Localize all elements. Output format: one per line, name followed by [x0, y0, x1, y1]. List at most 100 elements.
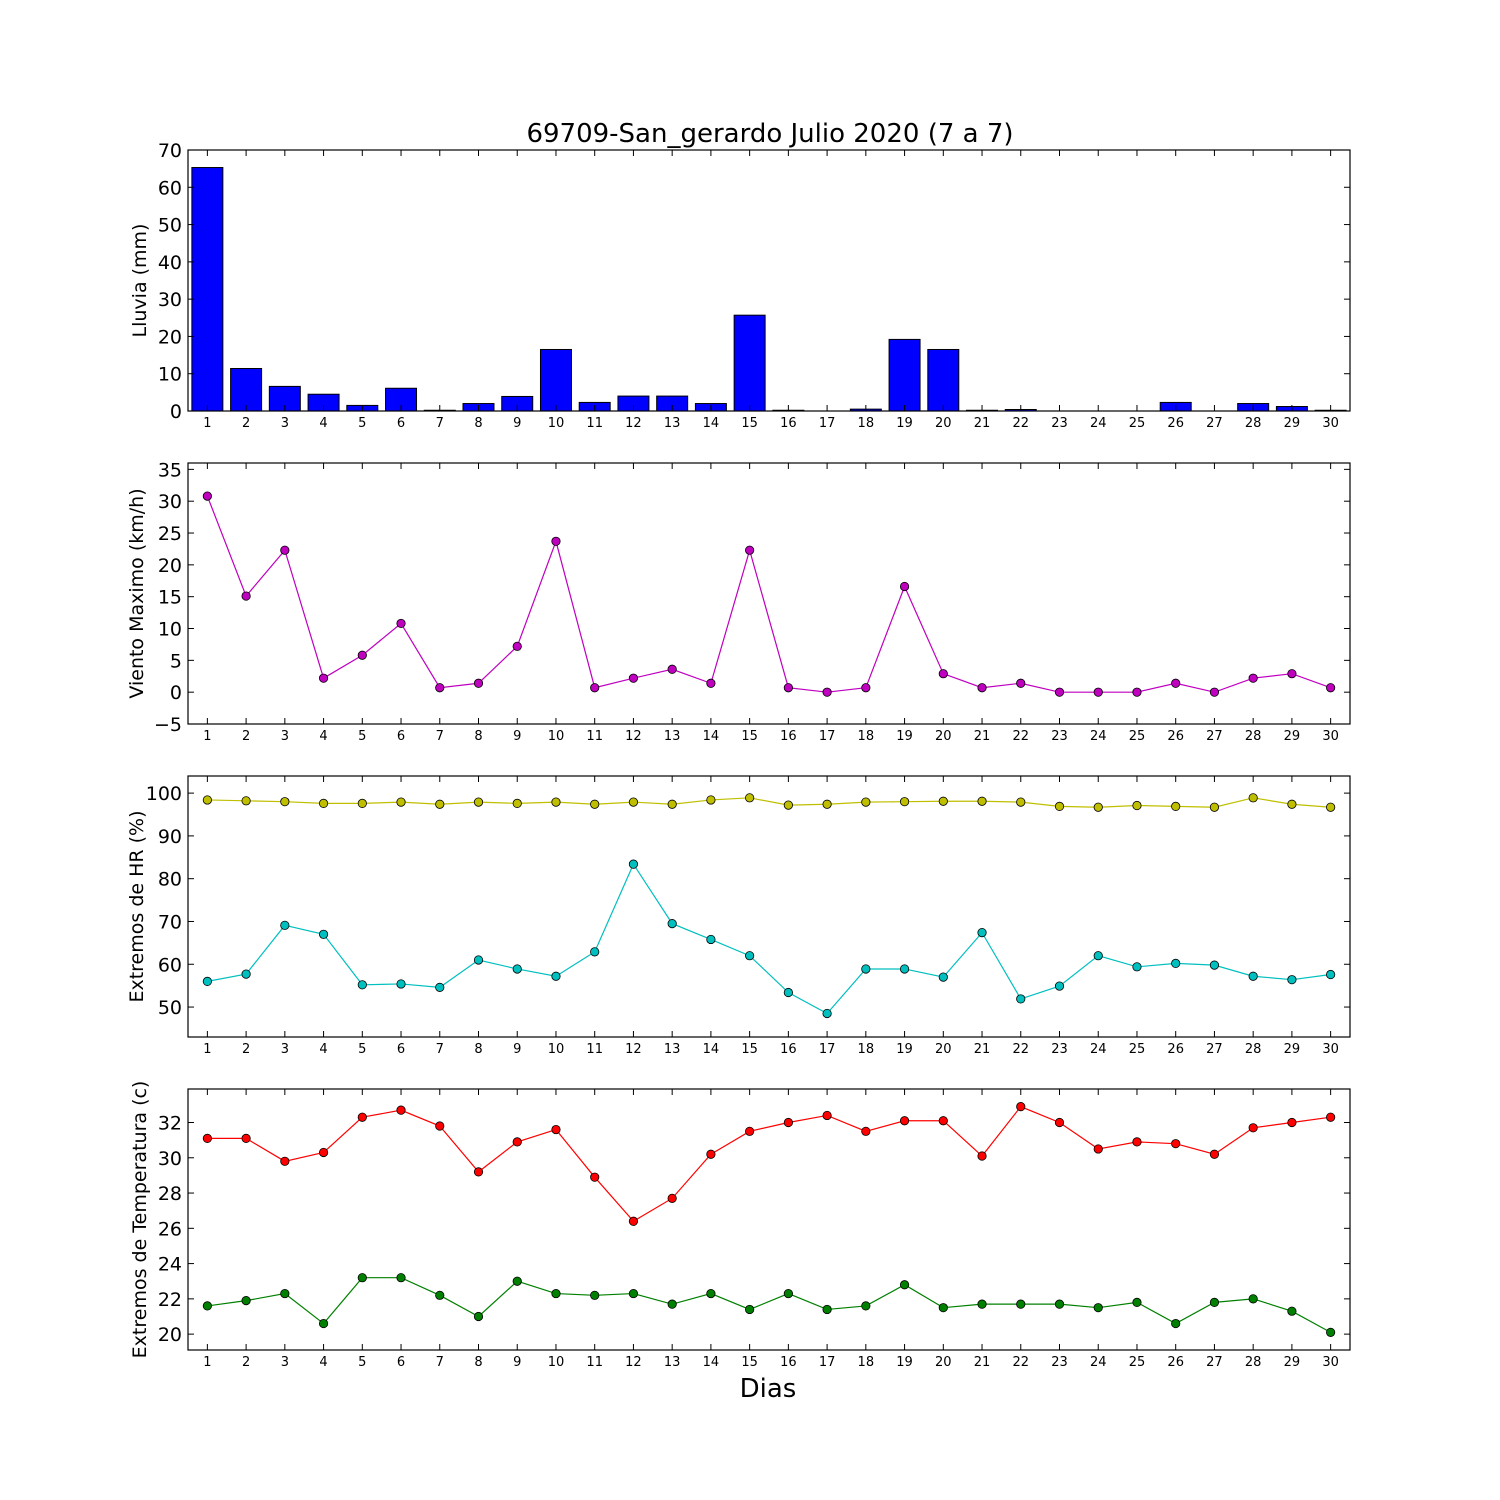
point-temp-1-3 — [280, 1288, 290, 1299]
point-hr-1-28 — [1248, 971, 1258, 981]
xtick-label-lluvia: 19 — [896, 416, 913, 431]
series-line-hr-1 — [207, 862, 1331, 1015]
point-viento-0-15 — [745, 545, 755, 555]
point-hr-1-19 — [899, 964, 910, 974]
point-temp-0-30 — [1326, 1112, 1336, 1122]
point-temp-0-15 — [745, 1126, 755, 1136]
point-hr-1-13 — [667, 919, 677, 929]
point-temp-0-11 — [590, 1172, 600, 1182]
xtick-label-temp: 20 — [935, 1355, 952, 1370]
xtick-label-lluvia: 14 — [703, 416, 720, 431]
point-temp-1-13 — [667, 1299, 677, 1309]
xtick-label-hr: 17 — [819, 1042, 836, 1057]
xtick-label-temp: 22 — [1012, 1355, 1029, 1370]
point-hr-0-27 — [1209, 802, 1220, 812]
point-hr-0-25 — [1132, 800, 1142, 811]
point-temp-0-23 — [1054, 1117, 1065, 1128]
point-temp-0-24 — [1093, 1144, 1103, 1154]
xtick-label-viento: 10 — [548, 729, 565, 744]
xtick-label-lluvia: 30 — [1322, 416, 1339, 431]
xtick-label-temp: 17 — [819, 1355, 836, 1370]
point-hr-0-18 — [861, 797, 871, 807]
y-axis-label-viento: Viento Maximo (km/h) — [126, 488, 148, 698]
point-viento-0-3 — [280, 545, 290, 555]
point-viento-0-18 — [861, 683, 871, 693]
xtick-label-viento: 21 — [974, 729, 991, 744]
xtick-label-viento: 6 — [397, 729, 405, 744]
point-temp-0-12 — [628, 1216, 639, 1226]
xtick-label-temp: 9 — [513, 1355, 521, 1370]
point-viento-0-16 — [783, 683, 793, 693]
xtick-label-lluvia: 17 — [819, 416, 836, 431]
xtick-label-lluvia: 16 — [780, 416, 797, 431]
xtick-label-lluvia: 27 — [1206, 416, 1223, 431]
ytick-label-viento: 15 — [158, 587, 182, 609]
point-viento-0-28 — [1248, 673, 1258, 683]
point-temp-1-4 — [318, 1318, 329, 1329]
ytick-label-temp: 26 — [158, 1218, 182, 1240]
point-hr-1-30 — [1326, 969, 1336, 980]
point-temp-0-9 — [512, 1137, 522, 1147]
xtick-label-lluvia: 9 — [513, 416, 521, 431]
ytick-label-hr: 90 — [158, 826, 182, 848]
point-hr-0-21 — [977, 796, 987, 806]
xtick-label-temp: 5 — [358, 1355, 366, 1370]
point-viento-0-23 — [1054, 687, 1065, 697]
point-hr-1-25 — [1132, 962, 1142, 972]
bar-lluvia-20 — [927, 348, 960, 412]
point-temp-1-11 — [590, 1290, 600, 1300]
point-temp-1-24 — [1093, 1303, 1103, 1313]
xtick-label-viento: 15 — [741, 729, 758, 744]
point-temp-0-28 — [1248, 1123, 1258, 1133]
xtick-label-viento: 18 — [858, 729, 875, 744]
xtick-label-viento: 4 — [319, 729, 327, 744]
xtick-label-viento: 20 — [935, 729, 952, 744]
xtick-label-lluvia: 8 — [474, 416, 482, 431]
point-temp-1-20 — [938, 1303, 948, 1313]
point-hr-1-3 — [280, 920, 290, 930]
point-viento-0-14 — [706, 678, 716, 688]
xtick-label-hr: 18 — [858, 1042, 875, 1057]
ytick-label-viento: 0 — [170, 682, 182, 704]
point-hr-1-20 — [938, 972, 948, 982]
point-temp-1-18 — [861, 1301, 871, 1311]
xtick-label-hr: 25 — [1129, 1042, 1146, 1057]
ytick-label-lluvia: 40 — [158, 252, 182, 274]
xtick-label-temp: 30 — [1322, 1355, 1339, 1370]
point-hr-1-9 — [512, 964, 522, 974]
xtick-label-temp: 13 — [664, 1355, 681, 1370]
point-hr-0-5 — [357, 798, 367, 808]
point-hr-0-6 — [396, 797, 406, 807]
point-hr-1-1 — [202, 976, 212, 986]
point-temp-1-26 — [1171, 1318, 1181, 1329]
axes-frame-viento — [187, 462, 1351, 725]
ytick-label-hr: 80 — [158, 869, 182, 891]
xtick-label-temp: 11 — [586, 1355, 603, 1370]
point-viento-0-25 — [1132, 687, 1142, 697]
point-hr-1-17 — [822, 1008, 832, 1019]
point-viento-0-27 — [1209, 687, 1220, 697]
point-hr-0-24 — [1093, 802, 1103, 812]
point-temp-0-4 — [318, 1147, 329, 1158]
axes-frame-lluvia — [187, 149, 1351, 412]
xtick-label-hr: 12 — [625, 1042, 642, 1057]
xtick-label-temp: 29 — [1284, 1355, 1301, 1370]
point-viento-0-30 — [1326, 683, 1336, 693]
xtick-label-hr: 26 — [1167, 1042, 1184, 1057]
point-temp-0-20 — [938, 1116, 948, 1126]
ytick-label-viento: 35 — [158, 459, 182, 481]
y-axis-label-lluvia: Lluvia (mm) — [129, 224, 151, 338]
ytick-label-lluvia: 60 — [158, 177, 182, 199]
point-hr-0-17 — [822, 799, 832, 809]
point-hr-1-22 — [1016, 994, 1026, 1004]
point-temp-1-5 — [357, 1273, 367, 1283]
ytick-label-temp: 30 — [158, 1148, 182, 1170]
point-hr-1-6 — [396, 979, 406, 989]
point-hr-0-10 — [551, 797, 561, 807]
point-hr-1-27 — [1209, 960, 1220, 970]
figure-title: 69709-San_gerardo Julio 2020 (7 a 7) — [526, 119, 1013, 149]
ytick-label-viento: 30 — [158, 491, 182, 513]
point-hr-1-24 — [1093, 951, 1103, 961]
point-temp-0-16 — [783, 1117, 793, 1128]
point-temp-1-10 — [551, 1288, 561, 1299]
